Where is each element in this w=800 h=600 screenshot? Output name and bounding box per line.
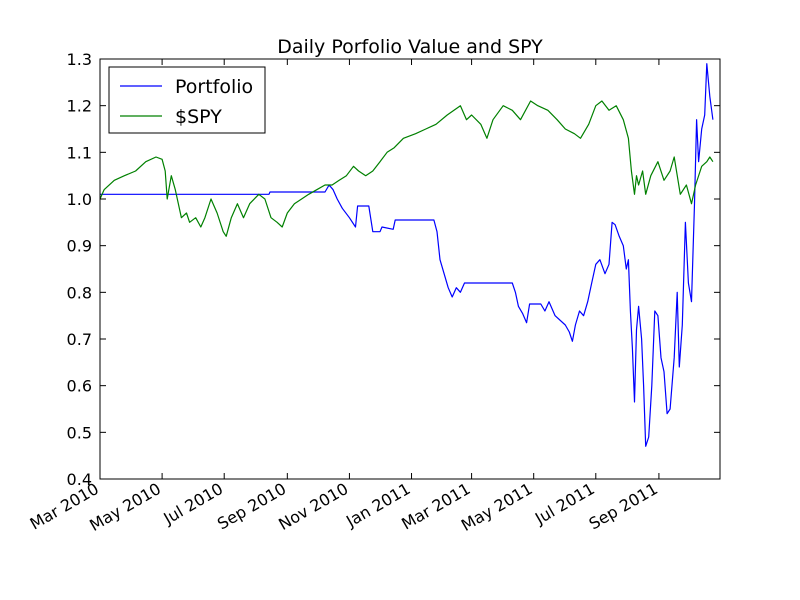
plot-area-frame	[99, 58, 721, 480]
y-tick-label: 0.6	[67, 377, 92, 396]
legend-label: Portfolio	[175, 76, 253, 98]
series-layer	[99, 63, 714, 447]
y-tick-label: 1.2	[67, 97, 92, 116]
legend-label: $SPY	[175, 106, 222, 128]
y-tick-label: 1.0	[67, 190, 92, 209]
chart-title: Daily Porfolio Value and SPY	[277, 36, 543, 58]
series-line-portfolio	[100, 63, 714, 447]
series-line-spy	[99, 100, 714, 237]
y-tick-label: 1.1	[67, 143, 92, 162]
legend: Portfolio $SPY	[108, 66, 266, 134]
y-tick-label: 0.7	[67, 330, 92, 349]
y-tick-label: 1.3	[67, 50, 92, 69]
y-tick-label: 0.5	[67, 423, 92, 442]
y-tick-label: 0.9	[67, 237, 92, 256]
y-tick-label: 0.4	[67, 470, 92, 489]
legend-box	[108, 66, 266, 134]
y-tick-label: 0.8	[67, 283, 92, 302]
